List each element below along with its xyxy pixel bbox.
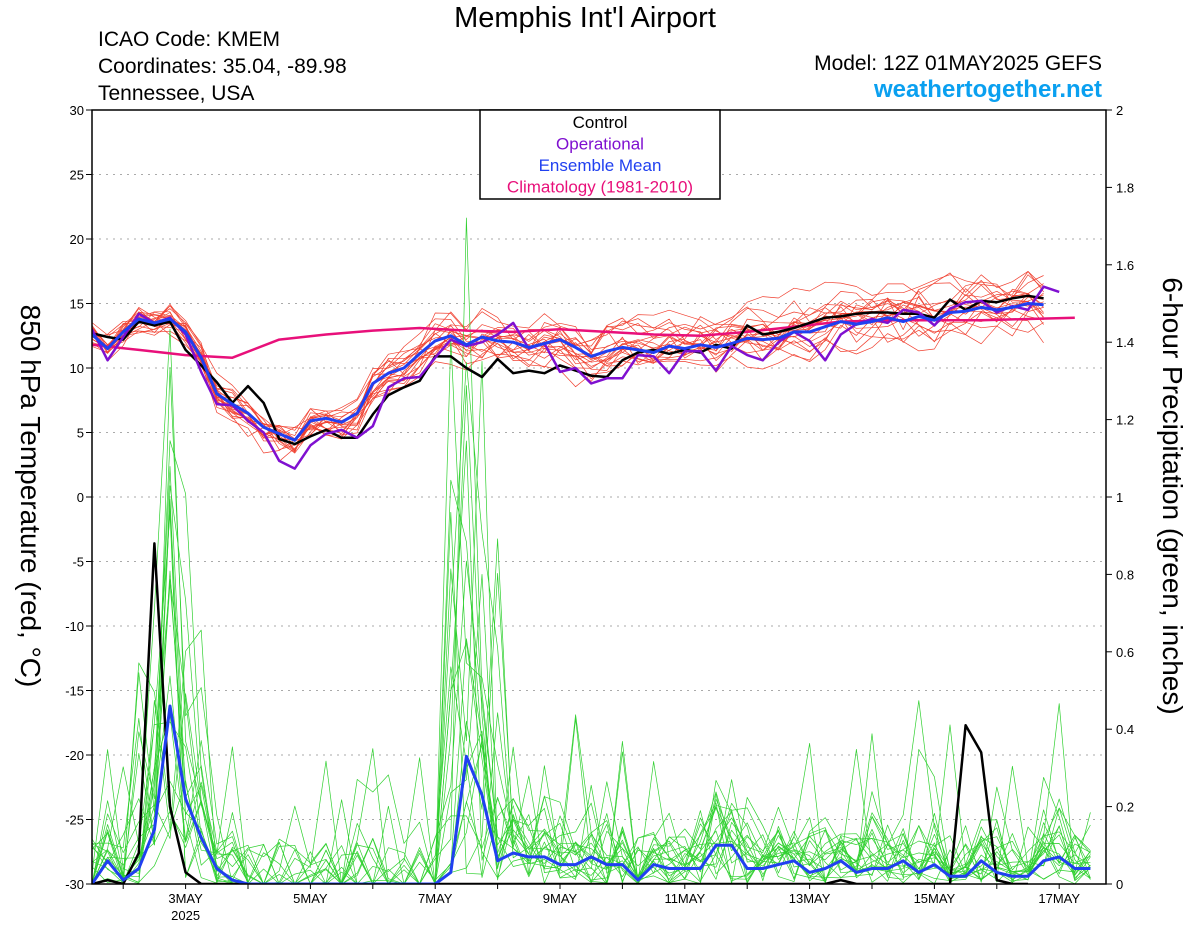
coordinates: Coordinates: 35.04, -89.98	[98, 55, 347, 78]
grid	[92, 109, 1106, 885]
temp-member-line	[92, 301, 1044, 442]
temp-member-line	[92, 290, 1044, 436]
series-lines	[92, 285, 1091, 884]
precip-member-line	[92, 466, 1091, 884]
precip-control-line	[92, 542, 1028, 884]
tick-label-left: 15	[70, 297, 84, 312]
precip-member-line	[92, 513, 1091, 884]
legend-entry: Ensemble Mean	[539, 156, 662, 175]
tick-label-left: -15	[65, 684, 84, 699]
tick-label-x: 13MAY	[789, 891, 831, 906]
tick-label-year: 2025	[171, 908, 200, 923]
tick-label-x: 5MAY	[293, 891, 328, 906]
chart-title: Memphis Int'l Airport	[454, 2, 716, 34]
tick-label-x: 7MAY	[418, 891, 453, 906]
temp-member-line	[92, 281, 1044, 442]
temp-member-line	[92, 294, 1044, 454]
precip-member-line	[92, 538, 1091, 884]
tick-label-right: 0	[1116, 877, 1123, 892]
precip-member-line	[92, 361, 1091, 884]
tick-label-right: 1.6	[1116, 258, 1134, 273]
precip-member-line	[92, 328, 1091, 884]
temp-control-line	[92, 294, 1044, 446]
temp-member-line	[92, 283, 1044, 446]
tick-label-x: 9MAY	[543, 891, 578, 906]
tick-label-right: 0.6	[1116, 645, 1134, 660]
legend-entry: Control	[573, 113, 628, 132]
tick-label-left: -5	[72, 555, 84, 570]
legend-entry: Climatology (1981-2010)	[507, 178, 693, 197]
precip-member-line	[92, 440, 1091, 884]
temp-member-line	[92, 292, 1044, 453]
temp-mean-line	[92, 302, 1044, 442]
tick-label-left: 20	[70, 232, 84, 247]
precip-member-line	[92, 479, 1091, 884]
tick-label-left: 5	[77, 426, 84, 441]
axes: 302520151050-5-10-15-20-25-3021.81.61.41…	[65, 103, 1134, 923]
temp-member-line	[92, 290, 1044, 452]
site-name[interactable]: weathertogether.net	[873, 76, 1102, 103]
tick-label-x: 3MAY	[168, 891, 203, 906]
tick-label-x: 17MAY	[1038, 891, 1080, 906]
temp-operational-line	[92, 285, 1060, 470]
precip-member-line	[92, 338, 1091, 884]
tick-label-left: 0	[77, 490, 84, 505]
precip-member-line	[92, 570, 1091, 884]
tick-label-right: 2	[1116, 103, 1123, 118]
precip-mean-line	[92, 704, 1091, 884]
location: Tennessee, USA	[98, 82, 255, 105]
temp-member-line	[92, 292, 1044, 446]
tick-label-left: -10	[65, 619, 84, 634]
temp-member-line	[92, 274, 1044, 450]
tick-label-left: -30	[65, 877, 84, 892]
model-run: Model: 12Z 01MAY2025 GEFS	[814, 52, 1102, 75]
tick-label-right: 1.8	[1116, 180, 1134, 195]
precip-member-line	[92, 629, 1091, 884]
tick-label-right: 0.4	[1116, 722, 1134, 737]
legend-box	[479, 109, 721, 200]
legend: Control Operational Ensemble Mean Climatolo…	[479, 109, 721, 200]
tick-label-left: 25	[70, 168, 84, 183]
precip-member-line	[92, 641, 1091, 884]
temp-member-line	[92, 274, 1044, 452]
tick-label-x: 15MAY	[914, 891, 956, 906]
tick-label-left: -20	[65, 748, 84, 763]
tick-label-right: 0.2	[1116, 800, 1134, 815]
legend-entry: Operational	[556, 135, 644, 154]
precip-member-line	[92, 573, 1091, 884]
tick-label-right: 1.2	[1116, 413, 1134, 428]
tick-label-left: 10	[70, 361, 84, 376]
tick-label-right: 1.4	[1116, 335, 1134, 350]
icao-code: ICAO Code: KMEM	[98, 28, 281, 51]
tick-label-left: -25	[65, 813, 84, 828]
tick-label-right: 1	[1116, 490, 1123, 505]
tick-label-left: 30	[70, 103, 84, 118]
temp-member-line	[92, 295, 1044, 432]
precip-member-line	[92, 217, 1091, 884]
tick-label-right: 0.8	[1116, 567, 1134, 582]
tick-label-x: 11MAY	[664, 891, 705, 906]
